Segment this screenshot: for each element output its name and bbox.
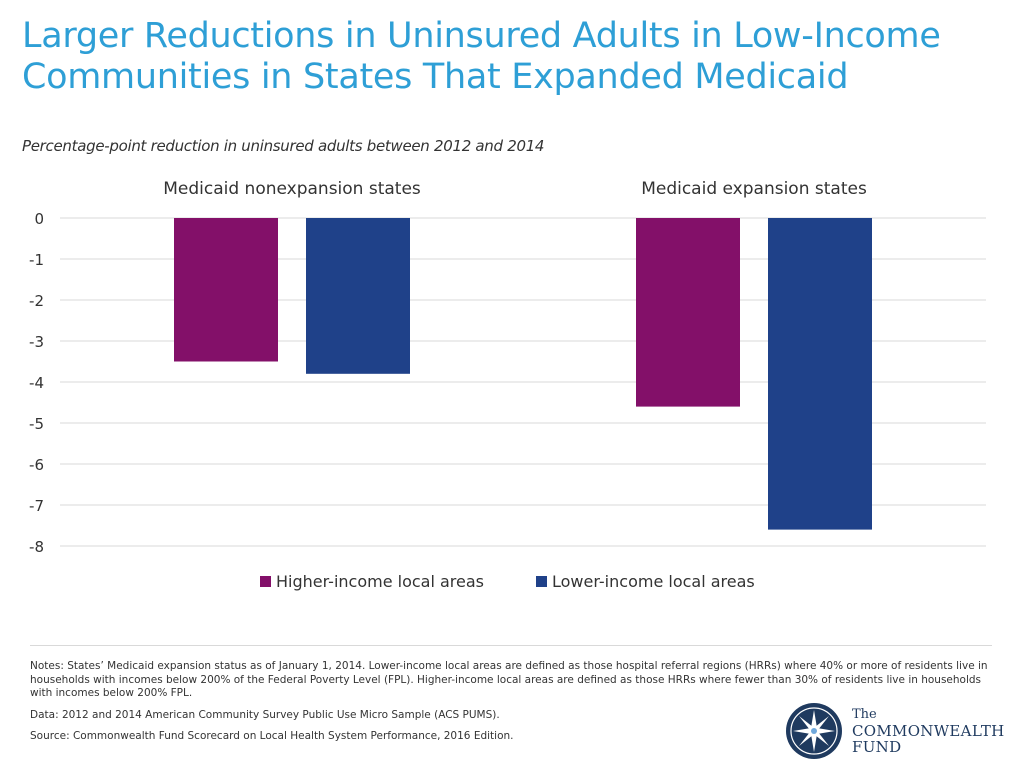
category-label: Medicaid expansion states xyxy=(641,179,867,199)
y-tick-label: -6 xyxy=(29,456,44,474)
chart-title-line-2: Communities in States That Expanded Medi… xyxy=(22,57,849,97)
logo-line-commonwealth: COMMONWEALTH xyxy=(852,722,1005,740)
commonwealth-fund-logo: The COMMONWEALTH FUND xyxy=(784,701,1004,761)
legend-label: Higher-income local areas xyxy=(276,572,484,591)
y-tick-label: -8 xyxy=(29,538,44,556)
y-tick-label: -4 xyxy=(29,374,44,392)
logo-line-the: The xyxy=(852,707,877,722)
chart-title: Larger Reductions in Uninsured Adults in… xyxy=(22,16,1002,98)
bar-lower-income xyxy=(306,218,410,374)
chart-subtitle: Percentage-point reduction in uninsured … xyxy=(22,137,545,155)
bar-higher-income xyxy=(174,218,278,362)
category-label: Medicaid nonexpansion states xyxy=(163,179,421,199)
footer-divider xyxy=(30,645,992,646)
y-tick-label: -1 xyxy=(29,251,44,269)
notes-text: Notes: States’ Medicaid expansion status… xyxy=(30,660,988,699)
data-text: Data: 2012 and 2014 American Community S… xyxy=(30,708,500,721)
bar-higher-income xyxy=(636,218,740,407)
y-tick-label: -2 xyxy=(29,292,44,310)
bar-lower-income xyxy=(768,218,872,530)
legend-swatch xyxy=(260,576,271,587)
notes-section: Notes: States’ Medicaid expansion status… xyxy=(30,660,992,752)
logo-wordmark: The COMMONWEALTH FUND xyxy=(852,707,1005,755)
legend-swatch xyxy=(536,576,547,587)
y-tick-label: -7 xyxy=(29,497,44,515)
y-tick-label: -5 xyxy=(29,415,44,433)
y-tick-label: 0 xyxy=(34,210,44,228)
logo-line-fund: FUND xyxy=(852,738,902,756)
compass-star-icon xyxy=(786,703,842,759)
chart-title-line-1: Larger Reductions in Uninsured Adults in… xyxy=(22,16,941,56)
y-tick-label: -3 xyxy=(29,333,44,351)
bar-chart: 0 -1 -2 -3 -4 -5 -6 -7 -8 Medicaid nonexpansion s… xyxy=(29,179,986,591)
source-text: Source: Commonwealth Fund Scorecard on L… xyxy=(30,730,514,742)
legend-label: Lower-income local areas xyxy=(552,572,755,591)
